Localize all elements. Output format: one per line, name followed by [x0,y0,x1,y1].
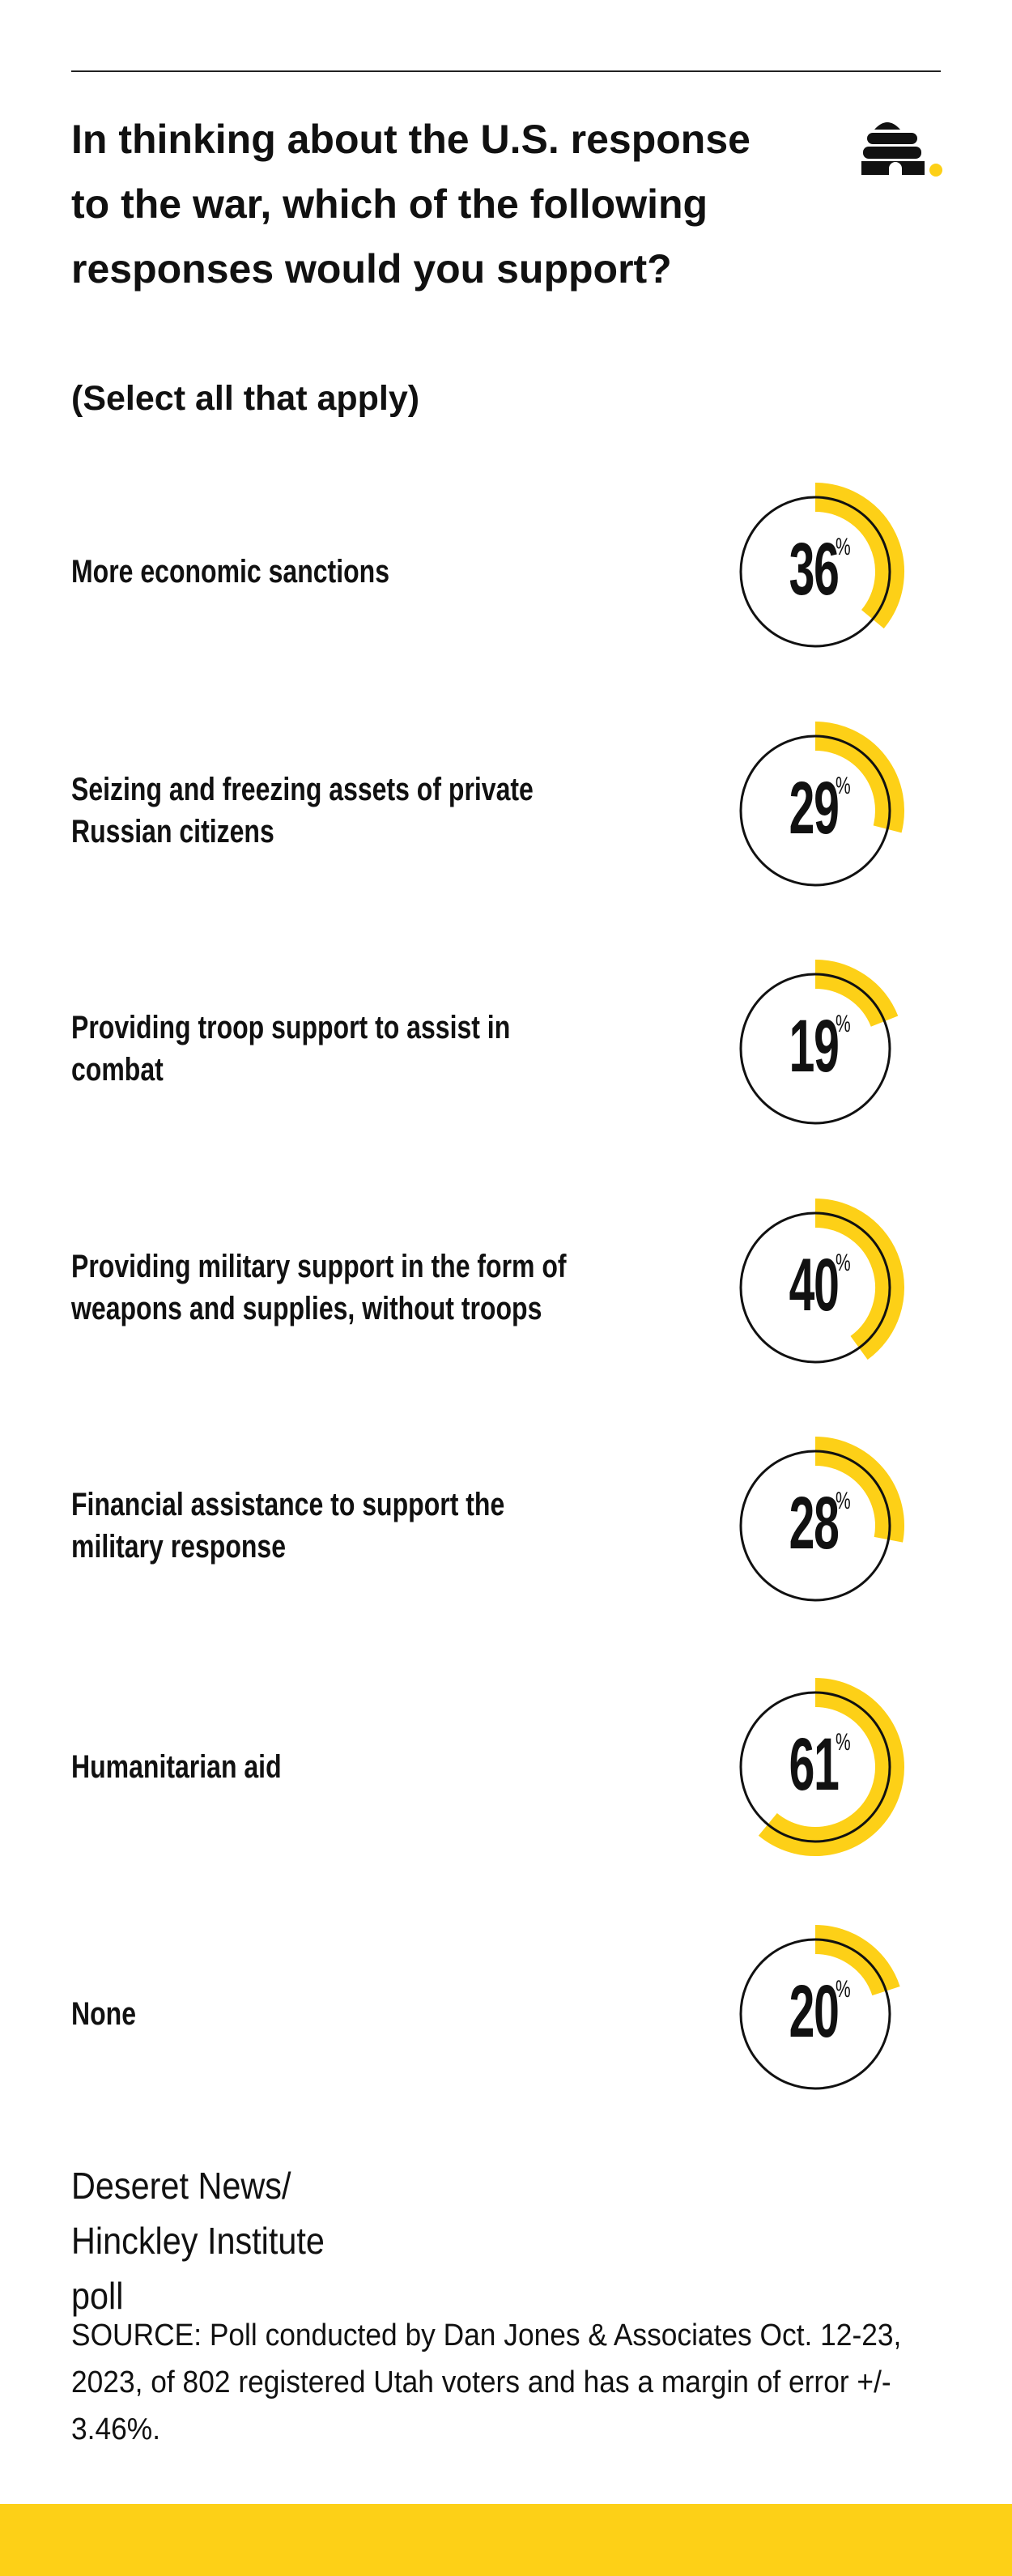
value-number: 36 [789,528,840,611]
gauge [739,1199,904,1364]
gauge-outline [739,973,891,1125]
gauge-outline [739,1938,891,2090]
value-label: 29% [729,768,899,849]
percent-sign: % [836,1250,851,1276]
gauge-outline [739,1450,891,1602]
percent-sign: % [836,1011,851,1037]
category-label: Providing military support in the form o… [71,1249,567,1326]
gauge-row: Seizing and freezing assets of private R… [0,717,1012,904]
gauge-outline [739,1691,891,1843]
gauge-row: More economic sanctions 36% [0,479,1012,665]
gauge [739,1925,900,2090]
gauge-outline [739,1211,891,1364]
gauge [739,960,899,1125]
gauge-row: Humanitarian aid 61% [0,1674,1012,1860]
category-label: None [71,1996,136,2032]
chart-title: In thinking about the U.S. response to t… [71,117,750,292]
credit-text: Deseret News/ Hinckley Institute poll [71,2165,325,2317]
gauge [739,722,904,887]
value-number: 61 [789,1723,840,1806]
value-label: 36% [729,529,899,610]
beehive-logo-icon [861,122,942,177]
category-label: Humanitarian aid [71,1749,282,1785]
percent-sign: % [836,1488,851,1514]
top-rule [71,70,941,72]
value-number: 19 [789,1005,840,1088]
gauge [739,483,904,648]
gauge-row: Providing military support in the form o… [0,1194,1012,1381]
value-number: 28 [789,1482,840,1565]
gauge-outline [739,496,891,648]
value-number: 40 [789,1244,840,1326]
gauge-row: Providing troop support to assist in com… [0,956,1012,1142]
gauge [739,1678,904,1856]
percent-sign: % [836,773,851,799]
gauge [739,1437,904,1602]
value-label: 20% [729,1971,899,2052]
value-number: 20 [789,1970,840,2053]
source-note: SOURCE: Poll conducted by Dan Jones & As… [71,2318,902,2446]
category-label: More economic sanctions [71,554,389,590]
percent-sign: % [836,534,851,560]
gauge-outline [739,734,891,887]
value-label: 61% [729,1724,899,1805]
value-label: 19% [729,1006,899,1087]
value-label: 28% [729,1483,899,1564]
value-label: 40% [729,1245,899,1326]
percent-sign: % [836,1976,851,2003]
gauge-row: None 20% [0,1921,1012,2107]
gauge-row: Financial assistance to support the mili… [0,1433,1012,1619]
footer-band [0,2504,1012,2576]
category-label: Financial assistance to support the mili… [71,1487,505,1565]
chart-subtitle: (Select all that apply) [71,379,420,418]
category-label: Seizing and freezing assets of private R… [71,772,534,849]
value-number: 29 [789,767,840,849]
category-label: Providing troop support to assist in com… [71,1010,511,1088]
percent-sign: % [836,1729,851,1756]
